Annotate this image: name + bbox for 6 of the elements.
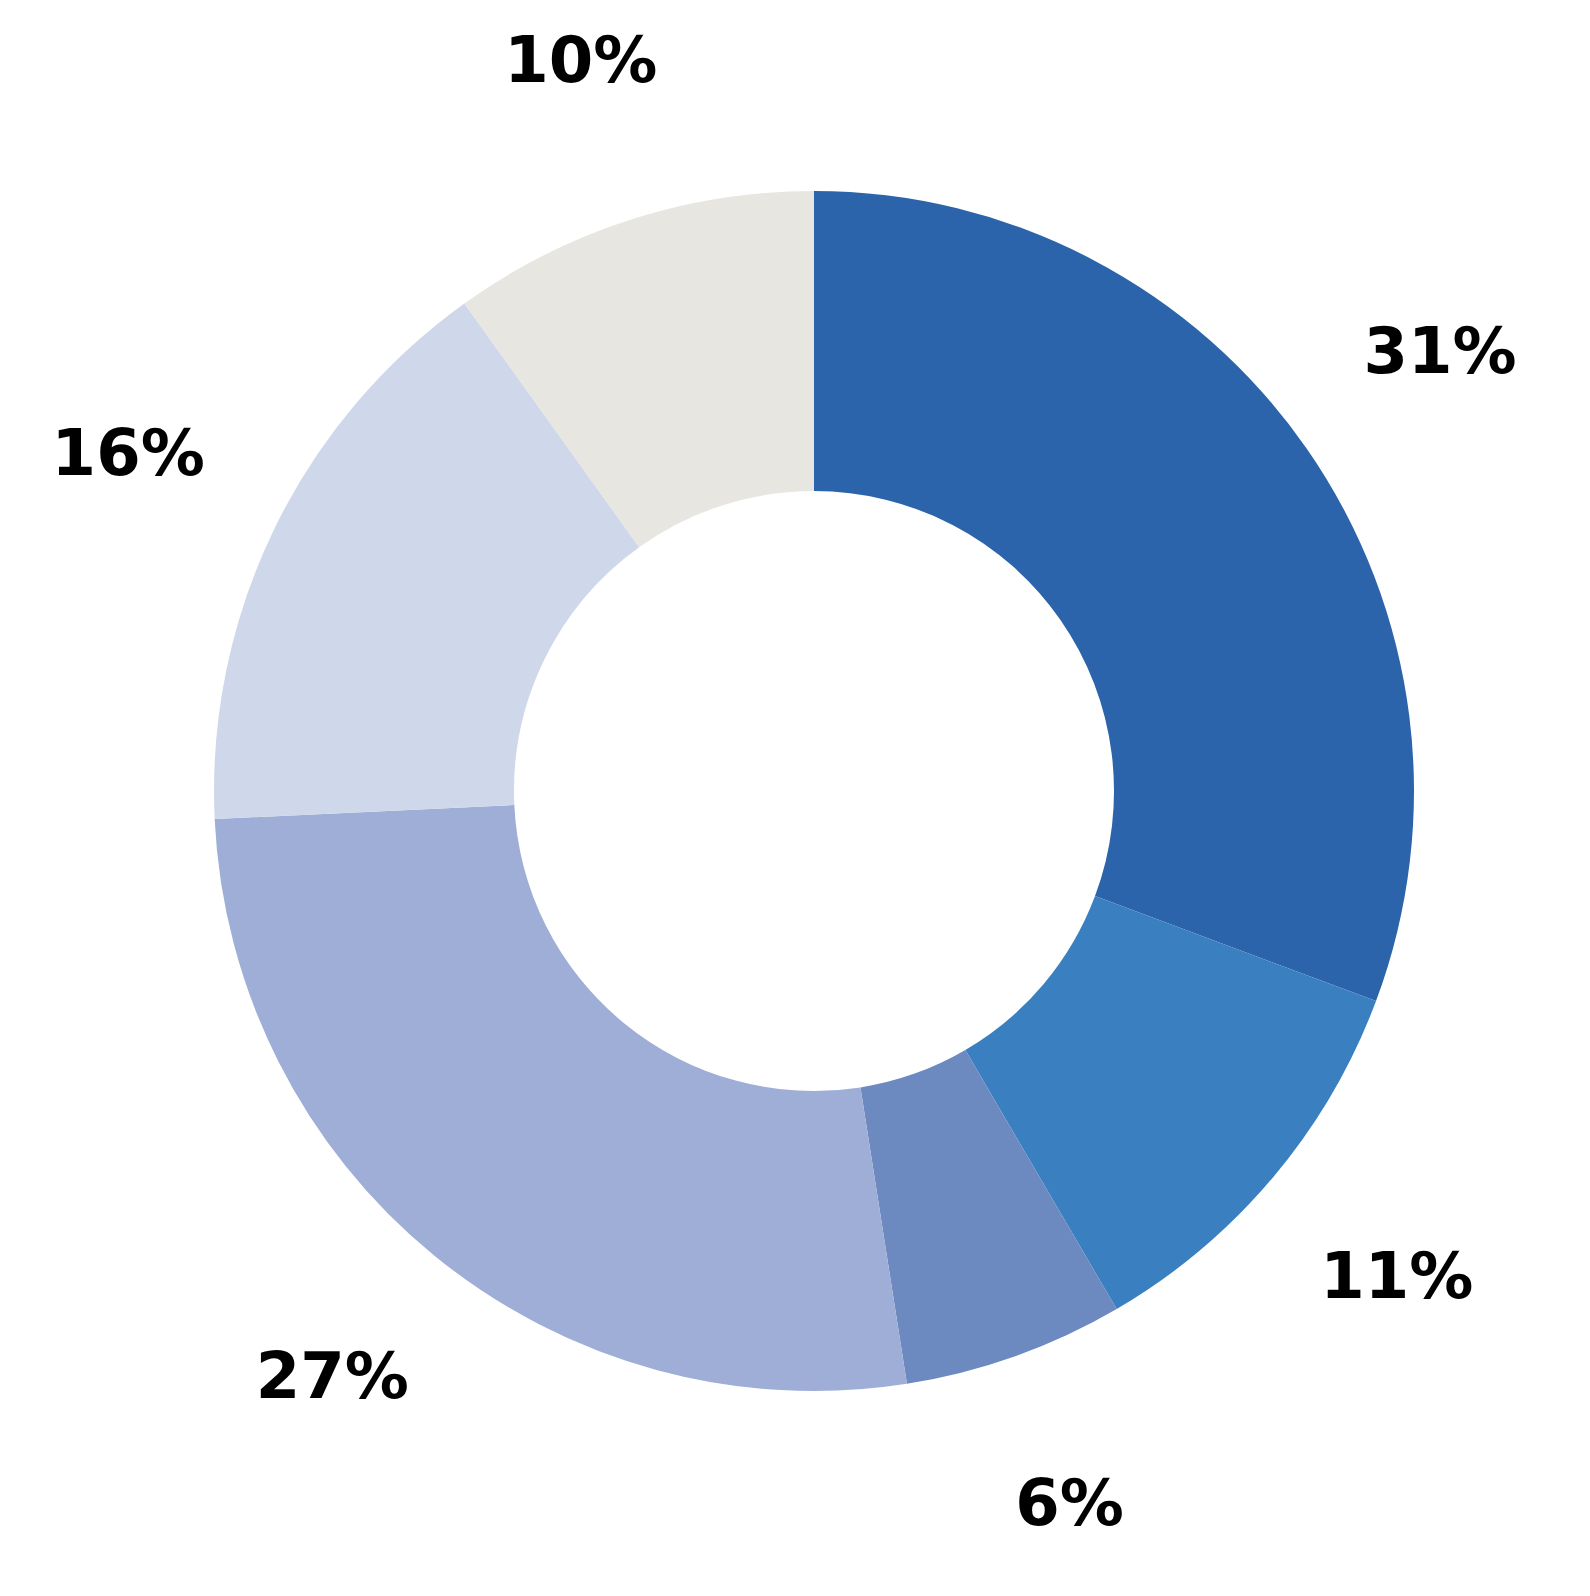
data-label: 11% — [1320, 1239, 1474, 1314]
data-label: 10% — [504, 23, 658, 98]
data-label: 31% — [1363, 314, 1517, 389]
data-label: 27% — [255, 1339, 409, 1414]
data-label: 6% — [1015, 1466, 1124, 1541]
data-label: 16% — [51, 416, 205, 491]
